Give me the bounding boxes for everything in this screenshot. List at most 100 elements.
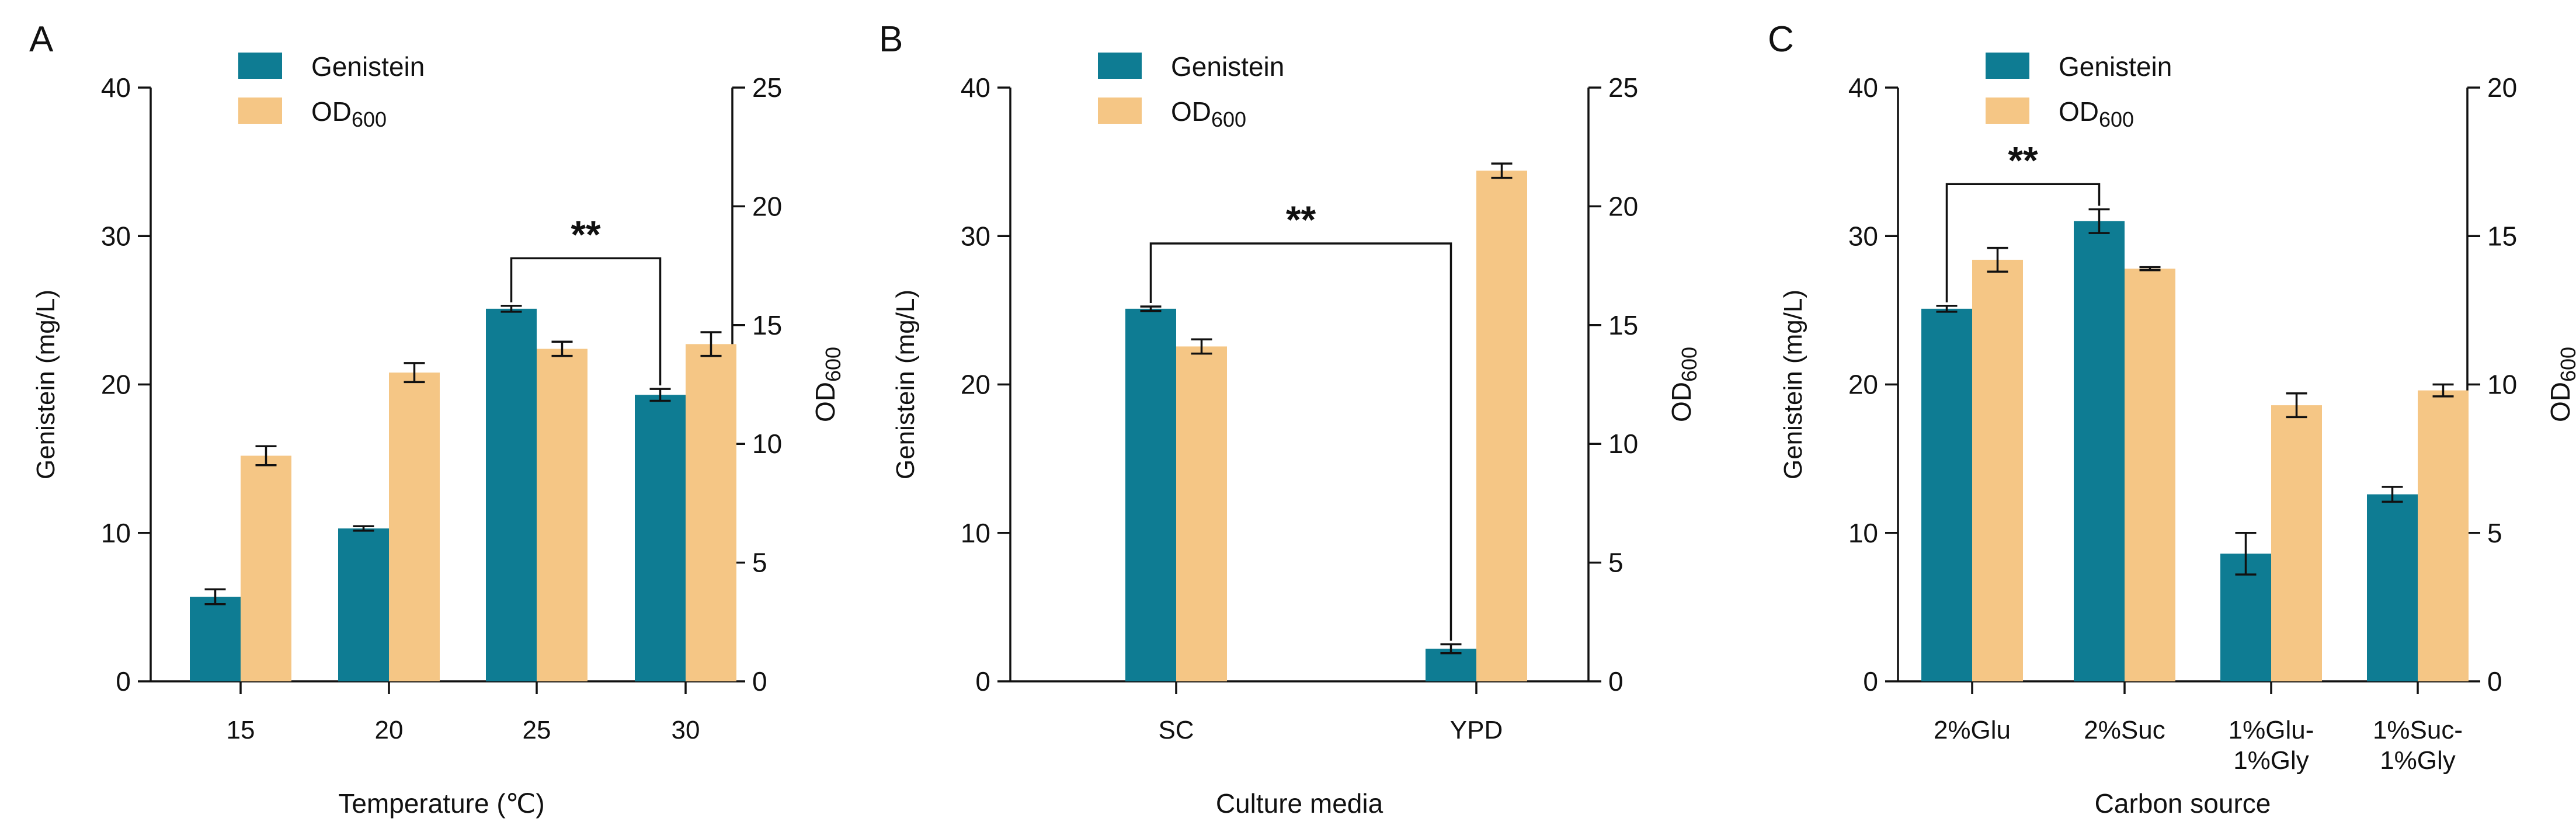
right-tick-label: 0 [2487, 666, 2502, 697]
significance-bracket [510, 257, 662, 386]
significance-bracket [1945, 183, 2101, 302]
left-tick-label: 20 [1848, 370, 1878, 400]
od600-bar [1972, 259, 2023, 681]
x-tick-label: 1%Glu- [2229, 716, 2314, 744]
right-tick-label: 20 [752, 191, 782, 221]
left-tick-label: 30 [101, 221, 131, 251]
legend-label-genistein: Genistein [1171, 51, 1284, 82]
legend-swatch-od600 [238, 98, 282, 124]
y2-axis-title: OD600 [810, 347, 845, 422]
left-tick-label: 30 [1848, 221, 1878, 251]
legend-label-od600: OD600 [2059, 96, 2134, 131]
error-bar [649, 388, 671, 402]
error-bar [353, 525, 374, 532]
left-tick-label: 0 [975, 666, 990, 697]
left-tick-label: 20 [101, 370, 131, 400]
panel-a: A 0 10 20 30 40 0 5 10 15 20 25 Genistein (mg/L) OD60… [29, 19, 845, 819]
panel-b: B 0 10 20 30 40 0 5 10 15 20 25 Genistein (mg/L) OD60… [879, 19, 1701, 819]
genistein-bar [338, 528, 389, 681]
error-bar [2382, 486, 2403, 503]
y2-axis-title: OD600 [2545, 347, 2576, 422]
legend: Genistein OD600 [1098, 51, 1284, 131]
significance-label: ** [1286, 198, 1316, 241]
left-tick-label: 20 [961, 370, 990, 400]
right-tick-label: 25 [1608, 72, 1638, 103]
error-bar [2088, 208, 2110, 234]
od600-bar [389, 372, 440, 681]
error-bar [500, 304, 522, 313]
error-bar [1440, 643, 1462, 655]
left-tick-label: 40 [101, 72, 131, 103]
significance-bracket [1149, 242, 1452, 641]
legend-swatch-genistein [1098, 53, 1142, 79]
left-tick-label: 40 [1848, 72, 1878, 103]
legend-label-genistein: Genistein [2059, 51, 2172, 82]
legend-label-od600: OD600 [1171, 96, 1246, 131]
x-tick-label: SC [1158, 716, 1194, 744]
right-tick-label: 0 [1608, 666, 1624, 697]
error-bar [1140, 305, 1162, 312]
legend-swatch-genistein [238, 53, 282, 79]
right-tick-label: 0 [752, 666, 767, 697]
x-tick-label: YPD [1450, 716, 1503, 744]
od600-bar [241, 455, 291, 681]
genistein-bar [2074, 221, 2125, 681]
significance-label: ** [2008, 138, 2038, 182]
panel-label: A [29, 19, 54, 60]
genistein-bar [190, 597, 241, 681]
right-tick-label: 5 [1608, 548, 1624, 578]
genistein-bar [1125, 308, 1176, 681]
x-tick-label: 1%Suc- [2373, 716, 2463, 744]
legend: Genistein OD600 [1986, 51, 2172, 131]
right-tick-label: 5 [752, 548, 767, 578]
legend: Genistein OD600 [238, 51, 425, 131]
legend-swatch-od600 [1098, 98, 1142, 124]
error-bar [2286, 392, 2307, 419]
y-axis-title: Genistein (mg/L) [891, 290, 920, 479]
y2-axis-title: OD600 [1666, 347, 1701, 422]
left-tick-label: 10 [961, 518, 990, 548]
od600-bar [537, 349, 587, 681]
right-tick-label: 20 [1608, 191, 1638, 221]
left-tick-label: 10 [101, 518, 131, 548]
genistein-bar [1921, 308, 1972, 681]
error-bar [1936, 304, 1958, 313]
error-bar [2235, 532, 2257, 576]
od600-bar [2125, 269, 2175, 681]
panel-c: C 0 10 20 30 40 0 5 10 15 20 Genistein (mg/L) OD600 C… [1768, 19, 2576, 819]
x-tick-label: 2%Glu [1934, 716, 2011, 744]
panel-label: C [1768, 19, 1794, 60]
right-tick-label: 10 [2487, 370, 2517, 400]
x-tick-label: 2%Suc [2084, 716, 2165, 744]
genistein-bar [486, 308, 537, 681]
error-bar [2432, 383, 2454, 398]
right-tick-label: 10 [752, 429, 782, 459]
right-tick-label: 15 [752, 310, 782, 340]
error-bar [1491, 162, 1513, 179]
left-tick-label: 40 [961, 72, 990, 103]
od600-bar [1176, 346, 1227, 681]
legend-label-od600: OD600 [311, 96, 387, 131]
error-bar [404, 362, 425, 384]
x-tick-label: 1%Gly [2233, 746, 2309, 775]
x-tick-label: 20 [375, 716, 404, 744]
error-bar [204, 588, 226, 605]
od600-bar [2418, 390, 2469, 681]
significance-label: ** [571, 213, 601, 256]
error-bar [2139, 266, 2161, 271]
left-tick-label: 0 [1863, 666, 1878, 697]
x-tick-label: 25 [523, 716, 551, 744]
right-tick-label: 10 [1608, 429, 1638, 459]
genistein-bar [635, 395, 686, 681]
legend-label-genistein: Genistein [311, 51, 425, 82]
x-axis-title: Culture media [1216, 788, 1383, 819]
left-tick-label: 0 [116, 666, 131, 697]
y-axis-title: Genistein (mg/L) [32, 290, 60, 479]
x-tick-label: 30 [672, 716, 700, 744]
legend-swatch-od600 [1986, 98, 2029, 124]
right-tick-label: 20 [2487, 72, 2517, 103]
error-bar [700, 331, 722, 357]
right-tick-label: 25 [752, 72, 782, 103]
od600-bar [2271, 405, 2322, 681]
